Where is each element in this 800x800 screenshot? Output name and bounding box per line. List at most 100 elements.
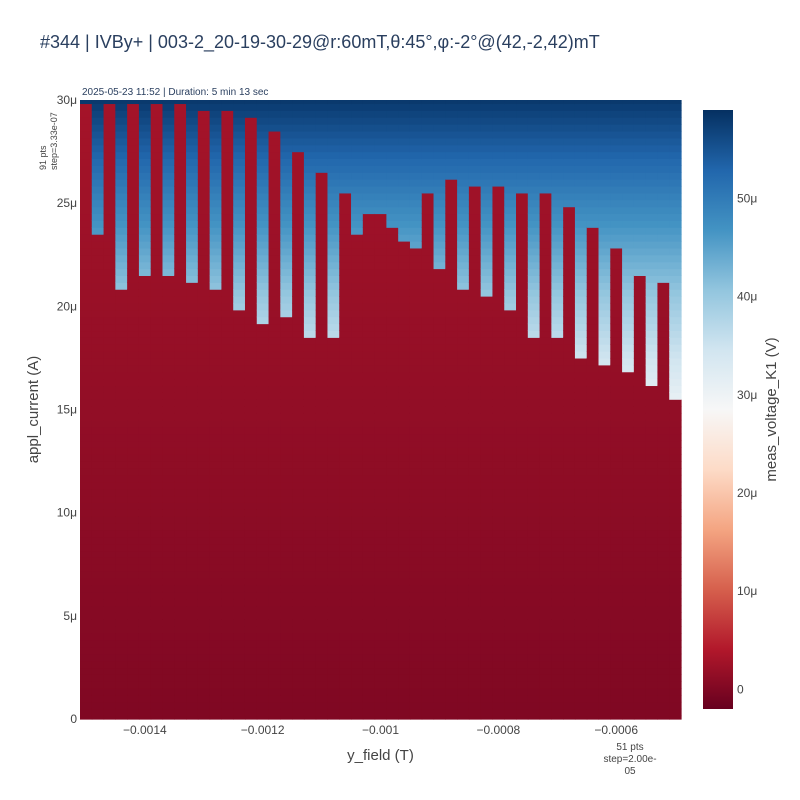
heatmap-cell [186,378,199,387]
heatmap-cell [374,130,387,139]
heatmap-cell [115,137,128,146]
heatmap-cell [91,474,105,483]
heatmap-cell [80,364,93,373]
heatmap-cell [386,605,399,613]
heatmap-cell [516,516,529,524]
heatmap-cell [315,385,329,393]
heatmap-cell [186,447,199,455]
heatmap-cell [551,467,564,476]
heatmap-cell [233,309,246,318]
heatmap-cell [633,440,647,448]
heatmap-cell [398,571,411,579]
heatmap-cell [351,557,364,565]
heatmap-cell [386,378,399,387]
heatmap-cell [374,227,387,235]
heatmap-cell [657,100,670,105]
heatmap-cell [492,688,505,696]
heatmap-cell [339,337,352,345]
heatmap-cell [409,309,423,318]
heatmap-cell [303,103,317,111]
heatmap-cell [268,206,281,215]
heatmap-cell [244,474,258,483]
heatmap-cell [527,213,541,221]
heatmap-cell [457,103,470,111]
heatmap-cell [174,619,187,627]
heatmap-cell [586,144,600,153]
heatmap-cell [327,646,340,655]
heatmap-cell [527,199,541,208]
heatmap-cell [516,330,529,338]
heatmap-cell [115,144,128,153]
heatmap-cell [657,633,670,641]
heatmap-cell [480,227,494,235]
heatmap-cell [539,488,552,497]
heatmap-cell [374,694,387,703]
heatmap-cell [315,440,329,448]
heatmap-cell [586,110,600,118]
heatmap-cell [657,674,670,682]
heatmap-cell [539,103,552,111]
heatmap-cell [327,124,340,132]
heatmap-cell [138,357,152,366]
heatmap-cell [244,289,258,297]
heatmap-cell [91,660,105,669]
heatmap-cell [492,701,505,710]
heatmap-cell [480,378,494,387]
heatmap-cell [315,715,329,720]
heatmap-cell [256,653,270,662]
heatmap-cell [574,481,588,490]
heatmap-cell [186,316,199,325]
heatmap-cell [197,660,211,669]
heatmap-cell [162,117,175,125]
heatmap-cell [563,467,576,476]
heatmap-cell [539,529,552,538]
heatmap-cell [504,323,517,332]
heatmap-cell [669,536,682,545]
heatmap-cell [174,529,187,538]
heatmap-cell [186,185,199,194]
heatmap-cell [221,550,234,558]
heatmap-cell [516,564,529,572]
heatmap-cell [209,289,223,297]
heatmap-cell [162,179,175,187]
heatmap-cell [633,605,647,613]
heatmap-cell [221,254,234,263]
heatmap-cell [138,419,152,428]
heatmap-cell [504,708,517,717]
heatmap-cell [362,364,376,373]
heatmap-cell [645,124,659,132]
heatmap-cell [256,296,270,304]
heatmap-cell [244,254,258,263]
heatmap-cell [622,461,635,469]
heatmap-cell [633,282,647,290]
heatmap-cell [516,185,529,194]
heatmap-cell [598,137,611,146]
heatmap-cell [563,110,576,118]
heatmap-cell [127,392,140,400]
heatmap-cell [445,344,458,352]
heatmap-cell [492,309,505,318]
heatmap-cell [492,268,505,276]
heatmap-cell [633,522,647,531]
heatmap-cell [244,137,258,146]
heatmap-cell [162,516,175,524]
heatmap-cell [610,688,623,696]
heatmap-cell [622,137,635,146]
heatmap-cell [421,674,435,682]
heatmap-cell [398,399,411,407]
heatmap-cell [186,234,199,242]
heatmap-cell [551,529,564,538]
heatmap-cell [150,653,164,662]
heatmap-cell [563,130,576,139]
heatmap-cell [127,467,140,476]
heatmap-cell [91,591,105,600]
heatmap-cell [504,165,517,173]
heatmap-cell [409,117,423,125]
heatmap-cell [339,371,352,380]
heatmap-cell [174,130,187,139]
heatmap-cell [280,309,293,318]
heatmap-cell [551,605,564,613]
heatmap-cell [292,192,305,201]
heatmap-cell [209,282,223,290]
heatmap-cell [492,564,505,572]
